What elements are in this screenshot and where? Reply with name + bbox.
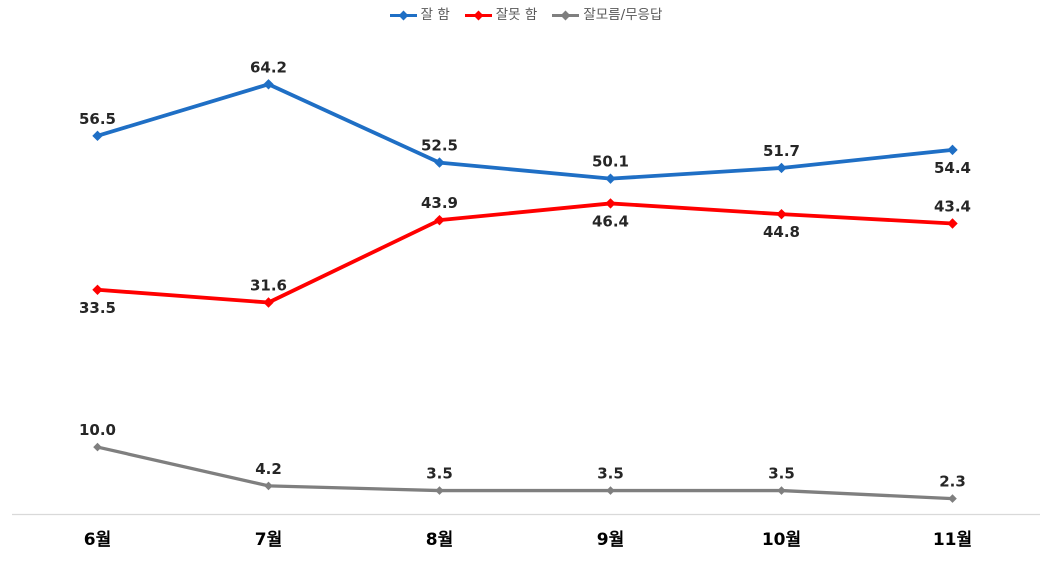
series-line-2 xyxy=(95,445,955,501)
data-point-label: 3.5 xyxy=(768,465,795,483)
data-point-label: 64.2 xyxy=(250,58,287,76)
data-point-marker xyxy=(605,173,616,184)
data-point-label: 56.5 xyxy=(79,110,116,128)
series-line-1 xyxy=(95,201,955,305)
data-point-marker xyxy=(93,442,102,452)
legend-item-jalmot-ham: 잘못 함 xyxy=(464,7,538,23)
data-point-label: 46.4 xyxy=(592,212,629,230)
data-point-label: 2.3 xyxy=(939,473,966,491)
data-point-marker xyxy=(92,284,103,295)
data-point-label: 10.0 xyxy=(79,421,116,439)
data-point-marker xyxy=(777,486,786,495)
data-point-label: 43.9 xyxy=(421,194,458,212)
legend-label: 잘 함 xyxy=(420,7,450,23)
legend-label: 잘못 함 xyxy=(495,7,538,23)
data-point-label: 31.6 xyxy=(250,276,287,294)
data-point-marker xyxy=(605,198,616,209)
legend-item-jalmoreum: 잘모름/무응답 xyxy=(552,7,663,23)
data-point-marker xyxy=(776,208,787,220)
x-axis-tick-label: 9월 xyxy=(597,530,624,550)
data-point-marker xyxy=(948,494,957,503)
data-point-marker xyxy=(435,486,444,495)
legend-line-marker-red xyxy=(464,10,492,21)
data-point-label: 52.5 xyxy=(421,137,458,155)
x-axis-tick-label: 7월 xyxy=(255,530,282,550)
data-point-marker xyxy=(947,144,958,156)
legend-item-jal-ham: 잘 함 xyxy=(389,7,450,23)
diamond-marker-icon xyxy=(398,10,409,21)
data-point-label: 3.5 xyxy=(426,465,453,483)
data-point-label: 44.8 xyxy=(763,223,800,241)
legend-label: 잘모름/무응답 xyxy=(583,7,663,23)
x-axis-tick-label: 10월 xyxy=(762,530,801,550)
chart-legend: 잘 함 잘못 함 잘모름/무응답 xyxy=(0,7,1052,23)
series-line-0 xyxy=(95,82,955,181)
diamond-marker-icon xyxy=(560,10,571,21)
data-point-label: 51.7 xyxy=(763,142,800,160)
data-point-marker xyxy=(947,218,958,229)
data-point-label: 4.2 xyxy=(255,460,282,478)
data-point-label: 43.4 xyxy=(934,198,971,216)
legend-line-marker-blue xyxy=(389,10,417,21)
x-axis-tick-label: 11월 xyxy=(933,530,972,550)
data-point-label: 3.5 xyxy=(597,465,624,483)
data-point-marker xyxy=(263,79,274,90)
data-point-marker xyxy=(434,157,445,168)
x-axis-tick-label: 6월 xyxy=(84,530,111,550)
data-point-label: 54.4 xyxy=(934,159,971,177)
data-point-label: 50.1 xyxy=(592,153,629,171)
data-point-marker xyxy=(264,481,273,491)
x-axis-tick-label: 8월 xyxy=(426,530,453,550)
data-point-marker xyxy=(92,130,103,142)
data-point-marker xyxy=(263,297,274,308)
data-point-marker xyxy=(606,486,615,495)
data-point-label: 33.5 xyxy=(79,299,116,317)
data-point-marker xyxy=(776,162,787,174)
diamond-marker-icon xyxy=(473,10,484,21)
legend-line-marker-gray xyxy=(552,10,580,21)
data-point-marker xyxy=(434,214,445,226)
